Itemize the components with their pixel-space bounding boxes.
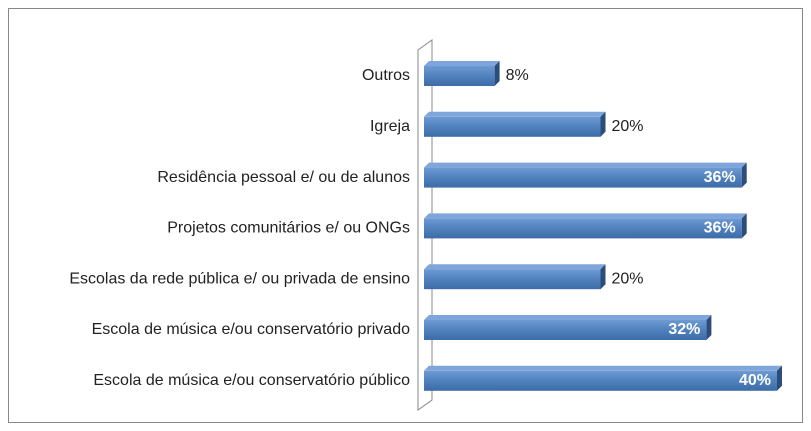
bar [424,218,742,239]
value-label: 32% [668,321,700,338]
bar [424,320,707,340]
bar-side [600,111,606,137]
value-label: 8% [506,67,529,84]
value-label: 36% [704,169,736,186]
bar [424,116,601,137]
category-label: Projetos comunitários e/ ou ONGs [167,220,410,237]
bar [424,66,495,86]
category-label: Residência pessoal e/ ou de alunos [157,169,410,186]
value-label: 20% [612,270,644,287]
bar-top [424,111,606,117]
value-label: 36% [704,220,736,237]
category-label: Escola de música e/ou conservatório públ… [93,372,410,389]
category-label: Igreja [370,118,410,135]
bar-top [424,365,782,371]
category-label: Outros [362,67,410,84]
bar-top [424,61,500,66]
bar [424,370,777,391]
bar-side [706,315,712,340]
bar-side [600,264,606,290]
bar-side [777,365,782,391]
bar-top [424,213,747,219]
bar [424,269,601,290]
bar-top [424,315,712,320]
bar-top [424,162,747,168]
bar-side [741,213,747,239]
category-label: Escolas da rede pública e/ ou privada de… [69,270,410,287]
bar [424,167,742,188]
value-label: 20% [612,118,644,135]
bar-side [741,162,747,188]
value-label: 40% [739,372,771,389]
bar-side [494,61,500,86]
category-label: Escola de música e/ou conservatório priv… [92,321,410,338]
bar-top [424,264,606,270]
